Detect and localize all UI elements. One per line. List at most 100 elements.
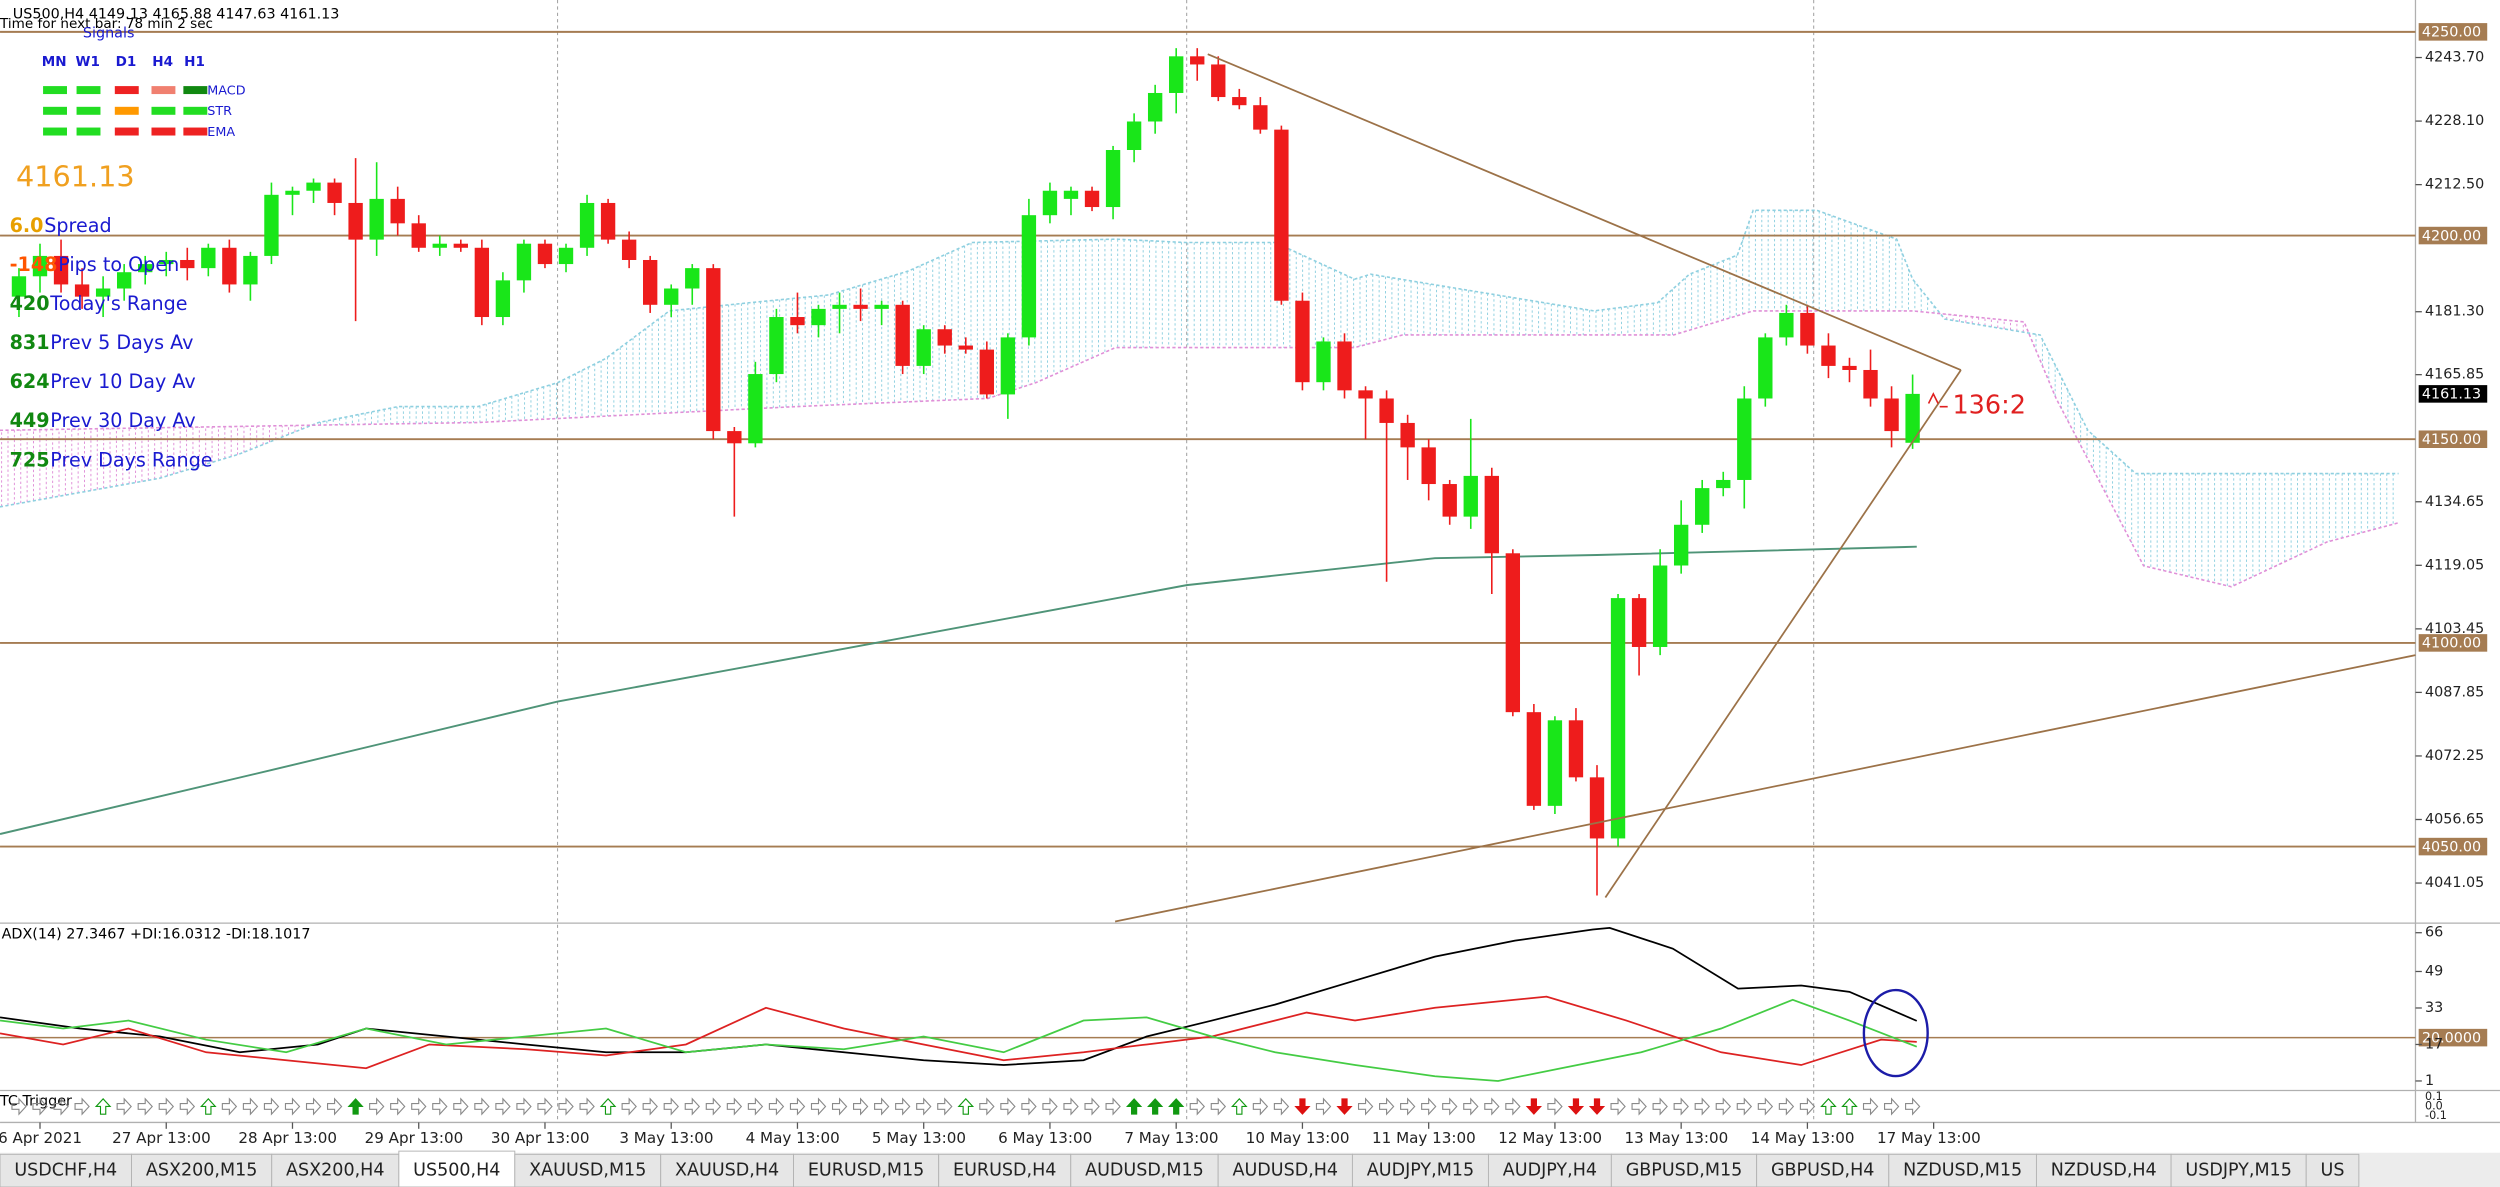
candle-body <box>306 182 321 191</box>
cloud-span-b <box>0 310 2399 588</box>
tab[interactable]: USDCHF,H4 <box>0 1153 132 1187</box>
candle-body <box>853 304 868 309</box>
candle-body <box>285 190 300 195</box>
tab[interactable]: NZDUSD,M15 <box>1888 1153 2037 1187</box>
signal-box <box>43 86 67 95</box>
tab-label[interactable]: XAUUSD,H4 <box>675 1160 779 1180</box>
level-label-box <box>2418 1028 2488 1047</box>
tab-background[interactable] <box>131 1153 273 1187</box>
tab-background[interactable] <box>2305 1153 2360 1187</box>
tab[interactable]: AUDUSD,M15 <box>1070 1153 1219 1187</box>
indicator-line <box>0 998 1918 1082</box>
tab-label[interactable]: EURUSD,M15 <box>808 1160 924 1180</box>
trigger-arrow <box>158 1097 175 1116</box>
tab[interactable]: GBPUSD,H4 <box>1756 1153 1890 1187</box>
trigger-arrow <box>1357 1097 1374 1116</box>
tab-label[interactable]: ASX200,M15 <box>146 1160 258 1180</box>
candle-body <box>327 182 342 203</box>
tab[interactable]: EURUSD,M15 <box>793 1153 940 1187</box>
candle-body <box>138 264 153 273</box>
candle-body <box>390 198 405 224</box>
tab-label[interactable]: USDCHF,H4 <box>14 1160 117 1180</box>
tab-label[interactable]: US <box>2321 1160 2345 1180</box>
tab[interactable]: EURUSD,H4 <box>938 1153 1072 1187</box>
tab-label[interactable]: ASX200,H4 <box>286 1160 384 1180</box>
tab-label[interactable]: GBPUSD,H4 <box>1771 1160 1874 1180</box>
x-tick-label: 17 May 13:00 <box>1877 1129 1981 1147</box>
tab-label[interactable]: AUDUSD,M15 <box>1085 1160 1204 1180</box>
tab[interactable]: NZDUSD,H4 <box>2035 1153 2172 1187</box>
candle-body <box>1463 475 1478 517</box>
trigger-arrow <box>537 1097 553 1116</box>
tab-label[interactable]: AUDUSD,H4 <box>1232 1160 1338 1180</box>
tab-background[interactable] <box>660 1153 795 1187</box>
tab[interactable]: XAUUSD,M15 <box>514 1153 662 1187</box>
tab[interactable]: ASX200,H4 <box>271 1153 400 1187</box>
tab-background[interactable] <box>1610 1153 1758 1187</box>
y-tick-label: -0.1 <box>2425 1109 2447 1122</box>
tab[interactable]: USDJPY,M15 <box>2170 1153 2307 1187</box>
info-label: Today's Range <box>49 292 187 315</box>
x-tick-label: 3 May 13:00 <box>619 1129 713 1147</box>
bar-timer: Time for next bar: 78 min 2 sec <box>0 16 213 32</box>
trigger-arrow <box>895 1097 911 1116</box>
trigger-arrow <box>1021 1097 1037 1116</box>
tab-background[interactable] <box>271 1153 400 1187</box>
tab-background[interactable] <box>793 1153 940 1187</box>
level-label: 4250.00 <box>2422 25 2481 41</box>
tab-label[interactable]: AUDJPY,M15 <box>1367 1160 1474 1180</box>
candle-body <box>537 243 553 265</box>
period-label: MN <box>42 54 67 70</box>
tab-label[interactable]: NZDUSD,H4 <box>2051 1160 2157 1180</box>
x-tick-label: 5 May 13:00 <box>872 1129 966 1147</box>
candle-body <box>1842 365 1857 370</box>
tab[interactable]: US <box>2305 1153 2360 1187</box>
candle-body <box>432 243 447 248</box>
y-tick-label: 4165.85 <box>2425 367 2484 383</box>
tab-label[interactable]: US500,H4 <box>413 1160 500 1180</box>
tab[interactable]: AUDJPY,M15 <box>1351 1153 1489 1187</box>
candle-body <box>1905 393 1920 443</box>
candle-body <box>579 202 595 248</box>
tab-background[interactable] <box>1487 1153 1612 1187</box>
candle-body <box>1232 97 1247 106</box>
trigger-arrow <box>1042 1097 1058 1116</box>
candle-body <box>769 317 784 375</box>
x-tick-label: 30 Apr 13:00 <box>491 1129 590 1147</box>
candle-body <box>474 247 490 318</box>
trigger-arrow <box>1757 1097 1774 1116</box>
y-tick-label: 4134.65 <box>2425 494 2484 510</box>
tab-label[interactable]: EURUSD,H4 <box>953 1160 1056 1180</box>
trigger-arrow <box>1273 1097 1290 1116</box>
tab[interactable]: XAUUSD,H4 <box>660 1153 795 1187</box>
tab-label[interactable]: AUDJPY,H4 <box>1503 1160 1597 1180</box>
info-label: Pips to Open <box>58 253 179 276</box>
candle-body <box>1105 150 1121 208</box>
tab[interactable]: US500,H4 <box>398 1150 516 1187</box>
x-tick-label: 12 May 13:00 <box>1498 1129 1602 1147</box>
tab-background[interactable] <box>1070 1153 1219 1187</box>
last-price-box <box>2418 385 2488 403</box>
tab-label[interactable]: USDJPY,M15 <box>2185 1160 2291 1180</box>
signal-box <box>76 127 101 136</box>
tab-label[interactable]: XAUUSD,M15 <box>529 1160 646 1180</box>
tab-label[interactable]: NZDUSD,M15 <box>1903 1160 2022 1180</box>
tab[interactable]: GBPUSD,M15 <box>1610 1153 1758 1187</box>
signal-box <box>114 106 139 115</box>
y-tick-label: 4119.05 <box>2425 557 2484 573</box>
chart-header: US500,H4 4149.13 4165.88 4147.63 4161.13 <box>13 6 340 22</box>
tab[interactable]: ASX200,M15 <box>131 1153 273 1187</box>
tab[interactable]: AUDUSD,H4 <box>1217 1153 1353 1187</box>
tab-background[interactable] <box>1217 1153 1353 1187</box>
candle-body <box>874 304 889 309</box>
trigger-arrow <box>558 1097 574 1116</box>
candle-body <box>1126 121 1142 151</box>
candle-body <box>1147 92 1163 122</box>
trigger-arrow <box>179 1097 196 1116</box>
candle-body <box>1063 190 1079 199</box>
tab[interactable]: AUDJPY,H4 <box>1487 1153 1612 1187</box>
tab-background[interactable] <box>1351 1153 1489 1187</box>
y-tick-label: 4087.85 <box>2425 684 2484 700</box>
candle-body <box>1021 215 1037 338</box>
tab-label[interactable]: GBPUSD,M15 <box>1626 1160 1743 1180</box>
